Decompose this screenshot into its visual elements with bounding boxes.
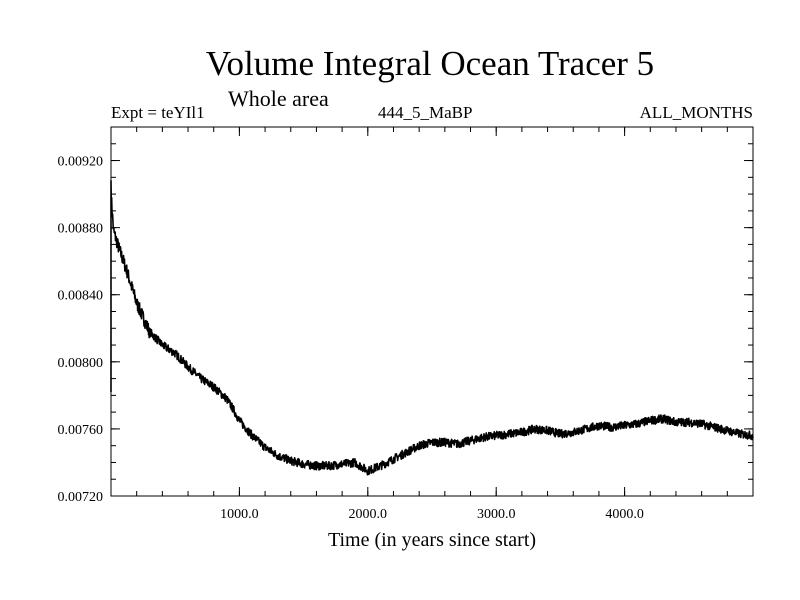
x-tick-label: 3000.0 bbox=[477, 507, 516, 522]
y-tick-label: 0.00760 bbox=[58, 423, 104, 438]
x-axis-label: Time (in years since start) bbox=[328, 529, 536, 551]
x-axis: 1000.0 2000.0 3000.0 4000.0 bbox=[110, 127, 754, 522]
y-tick-label: 0.00720 bbox=[58, 490, 104, 505]
y-tick-label: 0.00800 bbox=[58, 356, 104, 371]
series-line bbox=[110, 179, 754, 476]
run-label: 444_5_MaBP bbox=[378, 103, 473, 122]
months-label: ALL_MONTHS bbox=[639, 103, 753, 122]
x-tick-label: 2000.0 bbox=[349, 507, 388, 522]
y-tick-label: 0.00880 bbox=[58, 222, 104, 237]
y-tick-label: 0.00840 bbox=[58, 289, 104, 304]
x-tick-label: 1000.0 bbox=[220, 507, 259, 522]
experiment-label: Expt = teYIl1 bbox=[111, 103, 205, 122]
x-tick-label: 4000.0 bbox=[605, 507, 644, 522]
y-tick-label: 0.00920 bbox=[58, 155, 104, 170]
y-axis: 0.00720 0.00760 0.00800 0.00840 0.00880 0.009… bbox=[58, 126, 753, 505]
chart-title: Volume Integral Ocean Tracer 5 bbox=[205, 44, 655, 83]
chart-subtitle: Whole area bbox=[228, 86, 329, 111]
